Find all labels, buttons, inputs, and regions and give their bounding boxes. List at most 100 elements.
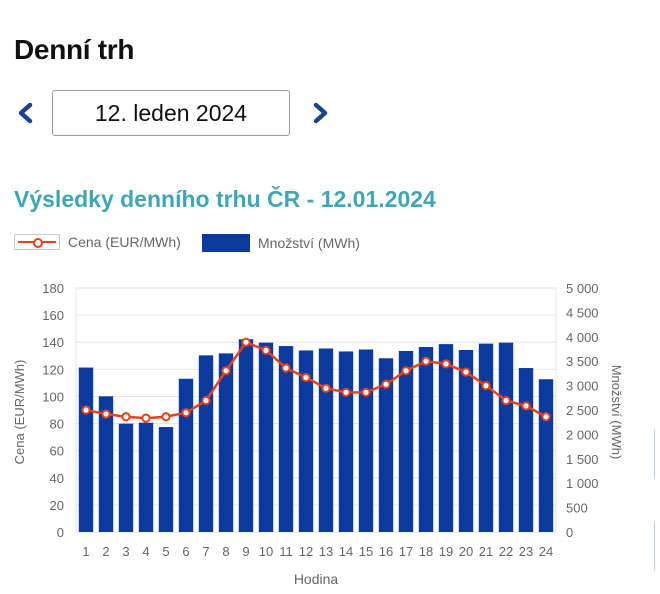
y-right-tick-label: 2 500	[566, 403, 599, 418]
x-tick-label: 18	[419, 544, 433, 559]
price-point	[181, 408, 191, 418]
price-point	[261, 345, 271, 355]
bar	[138, 422, 154, 532]
y-right-tick-label: 2 000	[566, 427, 599, 442]
bar	[318, 348, 334, 532]
y-left-tick-label: 80	[50, 417, 64, 432]
x-tick-label: 8	[222, 544, 229, 559]
x-axis-title: Hodina	[294, 571, 339, 587]
bar	[258, 342, 274, 532]
price-point	[141, 413, 151, 423]
bar-series-swatch	[202, 234, 250, 252]
page-title: Denní trh	[14, 34, 135, 65]
bar	[118, 423, 134, 532]
x-tick-label: 20	[459, 544, 473, 559]
x-tick-label: 10	[259, 544, 273, 559]
price-point	[381, 379, 391, 389]
legend-label-volume: Množství (MWh)	[258, 235, 360, 251]
legend-item-volume[interactable]: Množství (MWh)	[202, 234, 360, 252]
bar	[438, 344, 454, 532]
price-point	[121, 412, 131, 422]
chevron-right-icon	[313, 102, 328, 124]
bar	[338, 351, 354, 532]
bar	[498, 342, 514, 532]
chart-legend: Cena (EUR/MWh) Množství (MWh)	[14, 234, 414, 260]
line-series-swatch	[14, 234, 60, 250]
bar	[98, 396, 114, 532]
price-point	[341, 387, 351, 397]
price-point	[361, 387, 371, 397]
price-point	[421, 356, 431, 366]
y-left-tick-label: 120	[42, 362, 64, 377]
price-point	[161, 412, 171, 422]
x-tick-label: 12	[299, 544, 313, 559]
x-tick-label: 5	[162, 544, 169, 559]
y-left-axis-title: Cena (EUR/MWh)	[12, 360, 27, 465]
chart-title: Výsledky denního trhu ČR - 12.01.2024	[14, 186, 436, 212]
x-tick-label: 19	[439, 544, 453, 559]
y-right-axis-title: Množství (MWh)	[609, 365, 624, 460]
price-point	[401, 366, 411, 376]
date-picker-field[interactable]: 12. leden 2024	[52, 90, 290, 136]
y-right-tick-label: 4 000	[566, 330, 599, 345]
bar	[198, 355, 214, 532]
price-point	[281, 363, 291, 373]
bar	[238, 339, 254, 532]
y-right-tick-label: 1 000	[566, 476, 599, 491]
y-right-tick-label: 3 500	[566, 354, 599, 369]
date-navigation: 12. leden 2024	[12, 90, 342, 138]
bar	[378, 358, 394, 532]
x-tick-label: 6	[182, 544, 189, 559]
x-tick-label: 13	[319, 544, 333, 559]
y-left-tick-label: 0	[57, 525, 64, 540]
side-widget-edge	[654, 430, 660, 478]
y-left-tick-label: 140	[42, 335, 64, 350]
price-point	[481, 381, 491, 391]
price-point	[301, 372, 311, 383]
y-left-tick-label: 20	[50, 498, 64, 513]
x-tick-label: 7	[202, 544, 209, 559]
y-left-tick-label: 160	[42, 308, 64, 323]
bar	[298, 350, 314, 532]
y-right-tick-label: 1 500	[566, 452, 599, 467]
bar	[78, 367, 94, 532]
x-tick-label: 9	[242, 544, 249, 559]
x-tick-label: 1	[82, 544, 89, 559]
bar	[398, 350, 414, 532]
price-point	[521, 401, 531, 411]
price-point	[101, 409, 111, 419]
previous-day-button[interactable]	[12, 100, 38, 126]
chevron-left-icon	[18, 102, 33, 124]
legend-item-price[interactable]: Cena (EUR/MWh)	[14, 234, 181, 250]
x-tick-label: 2	[102, 544, 109, 559]
x-tick-label: 24	[539, 544, 553, 559]
bar	[178, 378, 194, 532]
x-tick-label: 4	[142, 544, 149, 559]
side-widget-edge	[654, 522, 660, 570]
y-right-tick-label: 500	[566, 501, 588, 516]
y-left-tick-label: 40	[50, 471, 64, 486]
x-tick-label: 17	[399, 544, 413, 559]
next-day-button[interactable]	[308, 100, 334, 126]
legend-label-price: Cena (EUR/MWh)	[68, 234, 181, 250]
x-tick-label: 3	[122, 544, 129, 559]
plot-area	[75, 287, 557, 533]
y-left-tick-label: 100	[42, 389, 64, 404]
y-right-tick-label: 0	[566, 525, 573, 540]
y-right-tick-label: 5 000	[566, 281, 599, 296]
bar	[278, 346, 294, 532]
price-point	[201, 395, 211, 406]
price-point	[501, 395, 511, 406]
y-right-tick-label: 4 500	[566, 305, 599, 320]
price-point	[81, 405, 91, 415]
price-point	[321, 383, 331, 393]
price-point	[541, 412, 551, 422]
bar	[358, 349, 374, 532]
x-tick-label: 14	[339, 544, 353, 559]
price-point	[241, 337, 251, 347]
y-left-tick-label: 60	[50, 444, 64, 459]
price-point	[221, 366, 231, 376]
y-right-tick-label: 3 000	[566, 379, 599, 394]
bar	[158, 427, 174, 532]
